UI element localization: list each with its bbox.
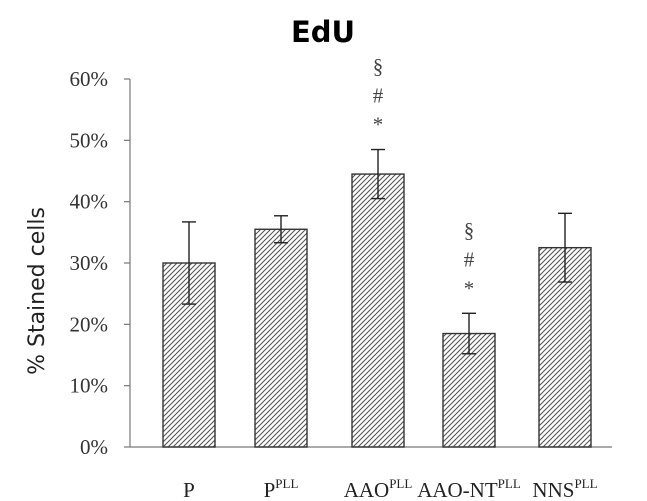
y-axis-label: % Stained cells (25, 207, 50, 375)
x-tick-label: AAO-NTPLL (417, 476, 521, 501)
y-tick-label: 60% (70, 67, 109, 91)
x-tick-label: P (183, 478, 195, 501)
significance-marker: * (464, 276, 475, 300)
y-tick-label: 0% (80, 435, 108, 459)
x-tick-label: NNSPLL (532, 476, 597, 501)
y-tick-label: 30% (70, 251, 109, 275)
significance-marker: § (464, 218, 475, 242)
y-tick-label: 20% (70, 312, 109, 336)
chart-title: EdU (291, 15, 355, 49)
x-tick-label: AAOPLL (344, 476, 413, 501)
y-tick-label: 50% (70, 128, 109, 152)
significance-marker: § (373, 55, 384, 79)
bar (351, 173, 405, 448)
y-tick-label: 40% (70, 190, 109, 214)
x-tick-label: PPLL (264, 476, 299, 501)
plot-area: 0% 10% 20% 30% 40% 50% 60% P PPLL § # * AAOPLL § # * AAO… (70, 55, 612, 501)
significance-marker: # (373, 84, 384, 108)
y-tick-label: 10% (70, 374, 109, 398)
significance-marker: # (464, 247, 475, 271)
significance-marker: * (373, 113, 384, 137)
bar (254, 228, 308, 448)
